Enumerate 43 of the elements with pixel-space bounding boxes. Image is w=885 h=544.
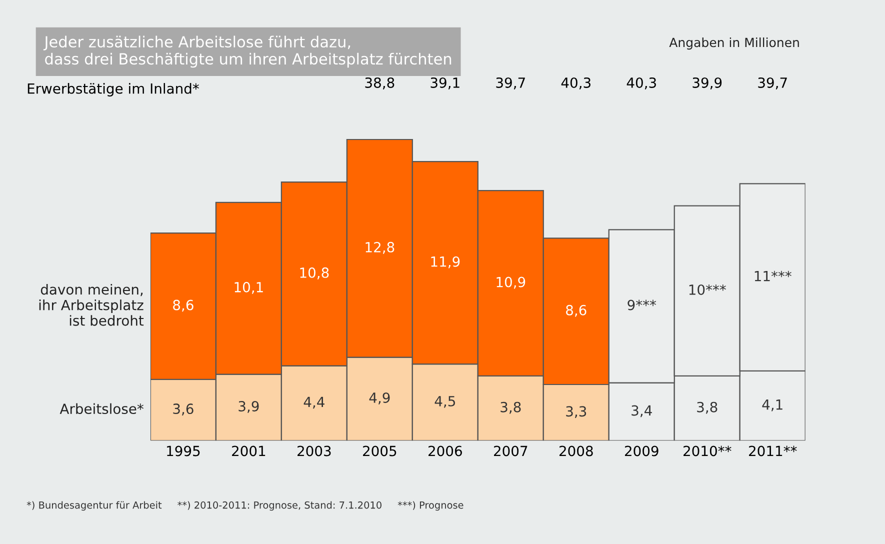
data-label: 3,8 <box>500 402 521 414</box>
text: 39,7 <box>496 77 525 90</box>
text: 39,1 <box>430 77 460 90</box>
data-label: 4,9 <box>369 392 390 404</box>
data-label: 11*** <box>754 270 792 282</box>
data-label: 4,5 <box>434 396 455 408</box>
series-label: davon meinen, ihr Arbeitsplatz ist bedroht <box>39 284 144 326</box>
x-tick-label: 2006 <box>428 446 462 456</box>
x-tick-label: 1995 <box>167 446 200 456</box>
series-label: Arbeitslose* <box>60 403 144 414</box>
x-tick-label: 2001 <box>232 446 266 456</box>
x-tick-label: 2005 <box>363 446 396 456</box>
data-label: 3,3 <box>566 406 586 418</box>
data-label: 3,4 <box>632 405 652 418</box>
x-tick-label: 2007 <box>494 446 528 456</box>
x-tick-label: 2008 <box>559 446 593 456</box>
data-label: 3,9 <box>238 400 259 413</box>
x-tick-label: 2010** <box>684 446 732 456</box>
data-label: 4,1 <box>762 399 782 412</box>
data-label: 4,4 <box>304 396 324 409</box>
data-label: 10,8 <box>300 267 329 280</box>
chart-subtitle: Angaben in Millionen <box>669 37 799 50</box>
data-label: 11,9 <box>431 256 460 268</box>
text: 38,8 <box>365 77 394 90</box>
data-label: 10,1 <box>234 282 263 294</box>
text: 39,7 <box>758 77 787 90</box>
x-tick-label: 2011** <box>749 446 797 456</box>
text: 40,3 <box>561 77 590 90</box>
chart-title: Jeder zusätzliche Arbeitslose führt dazu, dass drei Beschäftigte um ihren Arbeitsplatz fürchten <box>43 36 452 68</box>
text: 40,3 <box>626 77 656 90</box>
data-label: 9*** <box>628 300 656 310</box>
text: Erwerbstätige im Inland* <box>28 83 199 96</box>
data-label: 3,8 <box>697 402 718 414</box>
x-tick-label: 2003 <box>298 446 331 456</box>
data-label: 3,6 <box>173 404 194 416</box>
data-label: 8,6 <box>173 300 194 312</box>
data-label: 10,9 <box>496 276 526 289</box>
text: 39,9 <box>692 77 722 90</box>
data-label: 8,6 <box>566 304 586 317</box>
text: *) Bundesagentur für Arbeit **) 2010-2011: Prognose, Stand: 7.1.2010 ***) Prognose <box>26 501 464 511</box>
data-label: 10*** <box>689 284 726 295</box>
x-tick-label: 2009 <box>624 446 658 456</box>
data-label: 12,8 <box>366 242 394 254</box>
